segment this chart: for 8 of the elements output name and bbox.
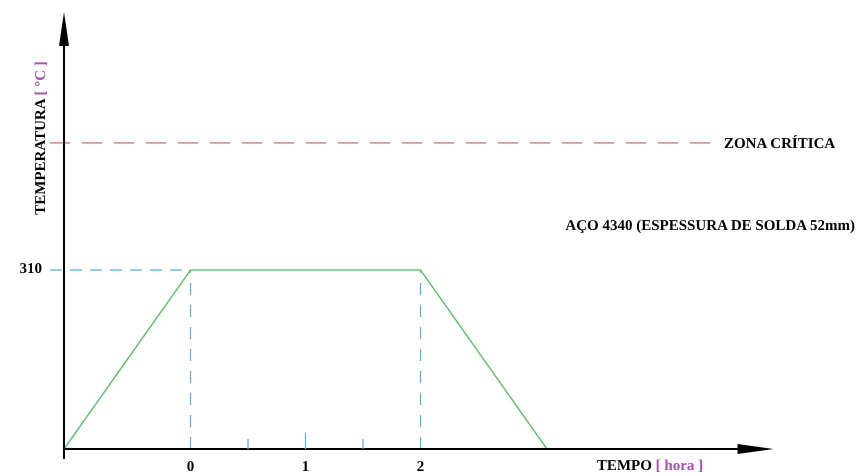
y-axis-title: TEMPERATURA [ °C ] <box>33 61 49 215</box>
x-tick-label: 1 <box>302 459 310 475</box>
x-axis-title: TEMPO [ hora ] <box>596 458 704 474</box>
text: AÇO 4340 (ESPESSURA DE SOLDA 52mm) <box>565 218 855 234</box>
x-tick-label: 2 <box>416 459 424 475</box>
ref-line-label: ZONA CRÍTICA <box>724 134 836 152</box>
text: 310 <box>20 261 42 277</box>
x-tick-label: 0 <box>186 459 194 475</box>
